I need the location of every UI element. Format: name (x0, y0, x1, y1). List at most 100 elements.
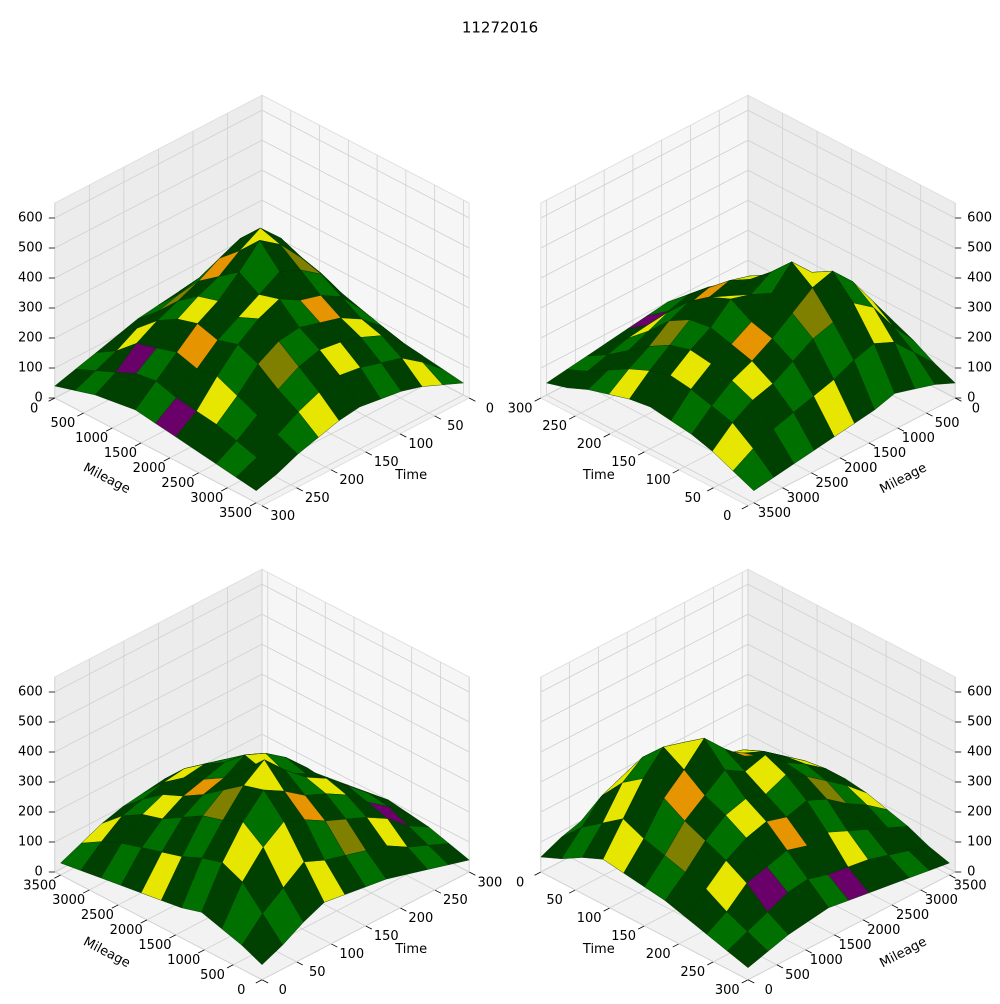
y-tick-label: 3500 (954, 878, 987, 893)
x-tick-label: 200 (646, 947, 671, 962)
grid-line (54, 673, 263, 783)
y-tick (954, 397, 962, 402)
y-axis-label: Mileage (877, 460, 929, 497)
z-tick-label: 200 (18, 805, 43, 820)
y-tick-label: 2000 (844, 461, 877, 476)
x-tick-label: 50 (684, 491, 701, 506)
z-tick-label: 200 (18, 331, 43, 346)
z-tick-label: 500 (18, 241, 43, 256)
subplot: 050100150200250300Time050010001500200025… (18, 568, 502, 998)
x-tick (638, 925, 645, 930)
grid-line (540, 169, 749, 279)
z-tick-label: 600 (967, 211, 992, 226)
grid-line (546, 394, 754, 504)
x-tick (434, 415, 442, 420)
z-tick-label: 0 (35, 865, 43, 880)
z-tick-label: 600 (967, 685, 992, 700)
x-tick-label: 250 (305, 491, 330, 506)
y-tick-label: 0 (972, 401, 980, 416)
grid-line (540, 229, 749, 339)
x-tick-label: 300 (715, 983, 740, 998)
x-tick (365, 451, 372, 456)
z-tick-label: 600 (18, 685, 43, 700)
x-tick-label: 100 (646, 473, 671, 488)
grid-line (256, 394, 464, 504)
y-axis-label: Mileage (81, 934, 133, 971)
x-tick (707, 487, 714, 492)
z-tick-label: 100 (18, 361, 43, 376)
grid-line (747, 139, 956, 249)
y-tick (54, 874, 61, 879)
grid-line (540, 643, 749, 753)
y-tick (747, 979, 755, 984)
x-tick (534, 871, 542, 876)
y-tick-label: 2500 (81, 908, 114, 923)
chart-title: 11272016 (462, 19, 538, 37)
x-tick-label: 150 (611, 929, 636, 944)
x-tick (741, 505, 749, 510)
x-tick-label: 300 (508, 401, 533, 416)
x-tick-label: 50 (546, 893, 563, 908)
x-tick-label: 300 (477, 875, 502, 890)
y-tick (862, 919, 870, 924)
z-tick-label: 0 (967, 391, 975, 406)
y-tick-label: 3000 (52, 893, 85, 908)
z-tick-label: 0 (967, 865, 975, 880)
subplot: 050100150200250300Time050010001500200025… (508, 94, 992, 524)
z-tick-label: 300 (18, 301, 43, 316)
z-tick-label: 400 (18, 745, 43, 760)
surface-face (732, 448, 775, 491)
x-axis-label: Time (394, 942, 427, 957)
y-tick (897, 427, 905, 432)
z-tick-label: 200 (967, 805, 992, 820)
x-axis-label: Time (394, 468, 427, 483)
x-tick-label: 100 (577, 911, 602, 926)
z-tick-label: 500 (967, 715, 992, 730)
y-tick (920, 889, 928, 894)
y-tick-label: 3000 (190, 491, 223, 506)
y-tick-label: 0 (30, 401, 38, 416)
x-tick-label: 100 (408, 437, 433, 452)
x-tick (468, 871, 476, 876)
grid-line (261, 109, 470, 219)
y-tick (221, 487, 228, 492)
grid-line (261, 673, 470, 783)
y-tick (255, 979, 263, 984)
x-tick (261, 979, 269, 984)
grid-line (540, 259, 749, 369)
grid-line (747, 109, 956, 219)
grid-line (54, 229, 263, 339)
grid-line (54, 139, 263, 249)
y-tick-label: 1500 (873, 446, 906, 461)
y-tick-label: 1500 (838, 938, 871, 953)
z-tick-label: 400 (967, 745, 992, 760)
grid-line (54, 169, 263, 279)
y-tick-label: 500 (935, 416, 960, 431)
x-tick-label: 200 (408, 911, 433, 926)
grid-line (747, 703, 956, 813)
x-tick-label: 250 (542, 419, 567, 434)
y-tick (782, 487, 789, 492)
grid-line (261, 139, 470, 249)
x-tick (603, 907, 611, 912)
z-tick-label: 400 (967, 271, 992, 286)
y-tick-label: 500 (200, 968, 225, 983)
x-tick (638, 451, 645, 456)
grid-line (261, 199, 470, 309)
z-tick-label: 100 (18, 835, 43, 850)
y-tick-label: 2500 (896, 908, 929, 923)
y-tick-label: 500 (785, 968, 810, 983)
x-tick-label: 150 (611, 455, 636, 470)
y-tick (48, 397, 56, 402)
x-tick (707, 961, 714, 966)
grid-line (261, 871, 470, 981)
y-tick-label: 1500 (104, 446, 137, 461)
x-tick-label: 0 (723, 509, 731, 524)
y-tick-label: 2000 (867, 923, 900, 938)
y-tick (834, 934, 841, 939)
x-tick-label: 100 (339, 947, 364, 962)
y-tick (105, 427, 113, 432)
x-axis-label: Time (582, 942, 615, 957)
y-tick-label: 3500 (23, 878, 56, 893)
grid-line (54, 613, 263, 723)
